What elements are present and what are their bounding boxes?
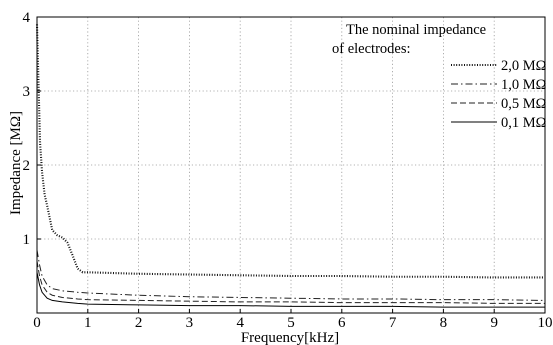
x-tick-label: 9 xyxy=(490,315,498,331)
x-tick-label: 4 xyxy=(236,315,244,331)
legend-label: 0,1 MΩ xyxy=(501,115,547,131)
x-tick-label: 7 xyxy=(389,315,397,331)
x-tick-label: 0 xyxy=(33,315,41,331)
legend-label: 0,5 MΩ xyxy=(501,96,547,112)
y-axis-label: Impedance [MΩ] xyxy=(8,111,24,215)
x-tick-label: 1 xyxy=(84,315,92,331)
legend-entries: 2,0 MΩ 1,0 MΩ 0,5 MΩ 0,1 MΩ xyxy=(451,58,547,131)
y-tick-label: 4 xyxy=(23,10,31,26)
y-tick-label: 3 xyxy=(23,84,31,100)
x-tick-label: 6 xyxy=(338,315,346,331)
legend: The nominal impedance of electrodes: 2,0… xyxy=(332,22,547,131)
series-group xyxy=(35,24,546,308)
legend-label: 1,0 MΩ xyxy=(501,77,547,93)
ticks xyxy=(36,16,546,313)
grid xyxy=(37,17,545,313)
tick-labels: 0 1 2 3 4 5 6 7 8 9 10 1 2 3 4 xyxy=(23,10,553,331)
x-tick-label: 10 xyxy=(538,315,553,331)
x-tick-label: 3 xyxy=(186,315,194,331)
series-line xyxy=(36,261,545,304)
series-line xyxy=(36,272,545,308)
x-tick-label: 2 xyxy=(135,315,143,331)
legend-label: 2,0 MΩ xyxy=(501,58,547,74)
x-tick-label: 5 xyxy=(287,315,295,331)
y-tick-label: 2 xyxy=(23,158,31,174)
legend-title-line-2: of electrodes: xyxy=(332,41,411,57)
legend-title-line-1: The nominal impedance xyxy=(346,22,486,38)
x-axis-label: Frequency[kHz] xyxy=(241,330,339,345)
y-tick-label: 1 xyxy=(23,232,31,248)
x-tick-label: 8 xyxy=(440,315,448,331)
series-line xyxy=(36,250,546,301)
